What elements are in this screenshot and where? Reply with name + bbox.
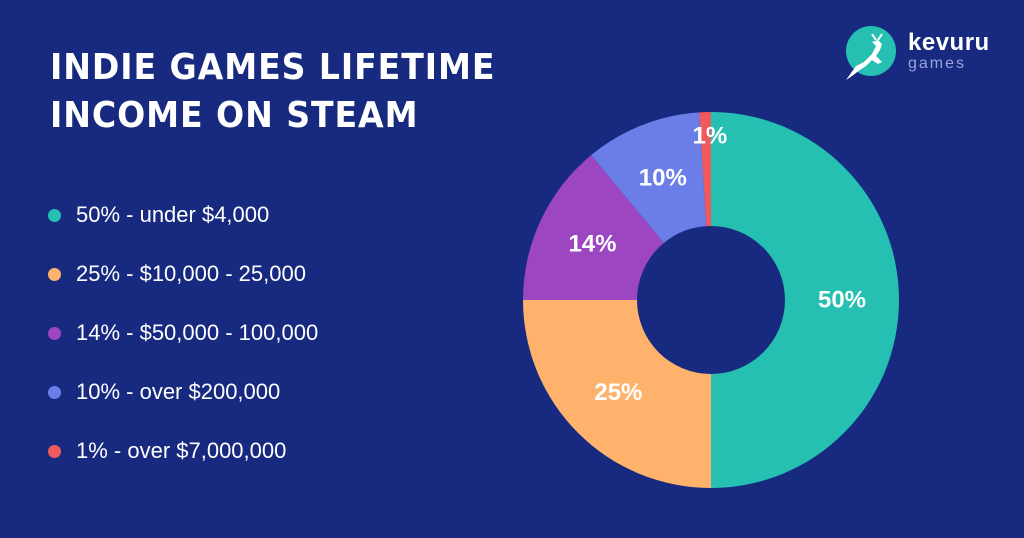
slice-label: 14% (568, 231, 616, 258)
donut-slice (711, 112, 899, 488)
slice-label: 50% (818, 287, 866, 314)
slice-label: 10% (639, 165, 687, 192)
slice-label: 25% (594, 379, 642, 406)
slice-label: 1% (693, 123, 728, 150)
